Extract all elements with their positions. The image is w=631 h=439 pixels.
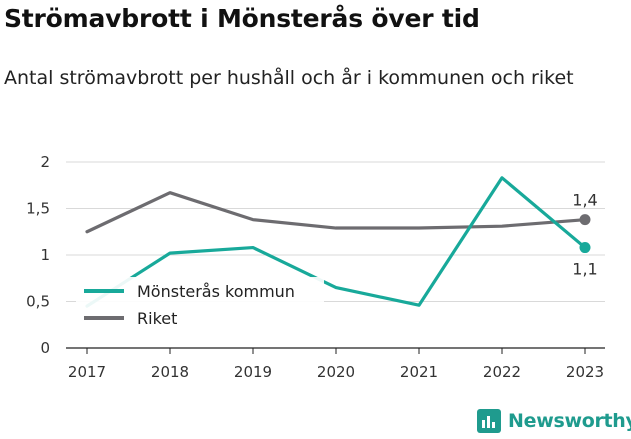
x-tick-label: 2020: [317, 363, 355, 381]
y-tick-label: 1: [40, 246, 50, 264]
series-line-monsteras: [85, 176, 587, 308]
y-tick-label: 2: [40, 153, 50, 171]
end-point-riket: [579, 214, 591, 226]
end-point-monsteras: [579, 242, 591, 254]
newsworthy-logo-icon: [477, 409, 501, 433]
end-label-riket: 1,4: [572, 191, 597, 210]
chart-subtitle: Antal strömavbrott per hushåll och år i …: [4, 67, 574, 89]
end-label-monsteras: 1,1: [572, 260, 597, 279]
axes: 0 0,5 1 1,5 2 2017 2018 2019 2020 2021 2022 2023: [26, 153, 605, 381]
x-tick-label: 2017: [68, 363, 106, 381]
x-tick-label: 2022: [483, 363, 521, 381]
legend-label: Riket: [137, 309, 177, 328]
y-tick-label: 1,5: [26, 200, 50, 218]
chart-title: Strömavbrott i Mönsterås över tid: [4, 4, 480, 33]
y-tick-label: 0,5: [26, 293, 50, 311]
value-labels: 1,4 1,1: [572, 191, 597, 279]
brand-name: Newsworthy: [508, 410, 631, 432]
y-tick-label: 0: [40, 339, 50, 357]
series-line-riket: [85, 191, 587, 234]
x-tick-label: 2021: [400, 363, 438, 381]
brand-logo: Newsworthy: [476, 408, 631, 434]
legend: Mönsterås kommun Riket: [76, 277, 324, 333]
line-chart: 0 0,5 1 1,5 2 2017 2018 2019 2020 2021 2022 2023 Mö…: [26, 153, 605, 381]
x-tick-label: 2019: [234, 363, 272, 381]
legend-label: Mönsterås kommun: [137, 282, 295, 301]
legend-background: [76, 277, 324, 333]
x-tick-label: 2023: [566, 363, 604, 381]
x-tick-label: 2018: [151, 363, 189, 381]
series-lines: [85, 176, 591, 308]
